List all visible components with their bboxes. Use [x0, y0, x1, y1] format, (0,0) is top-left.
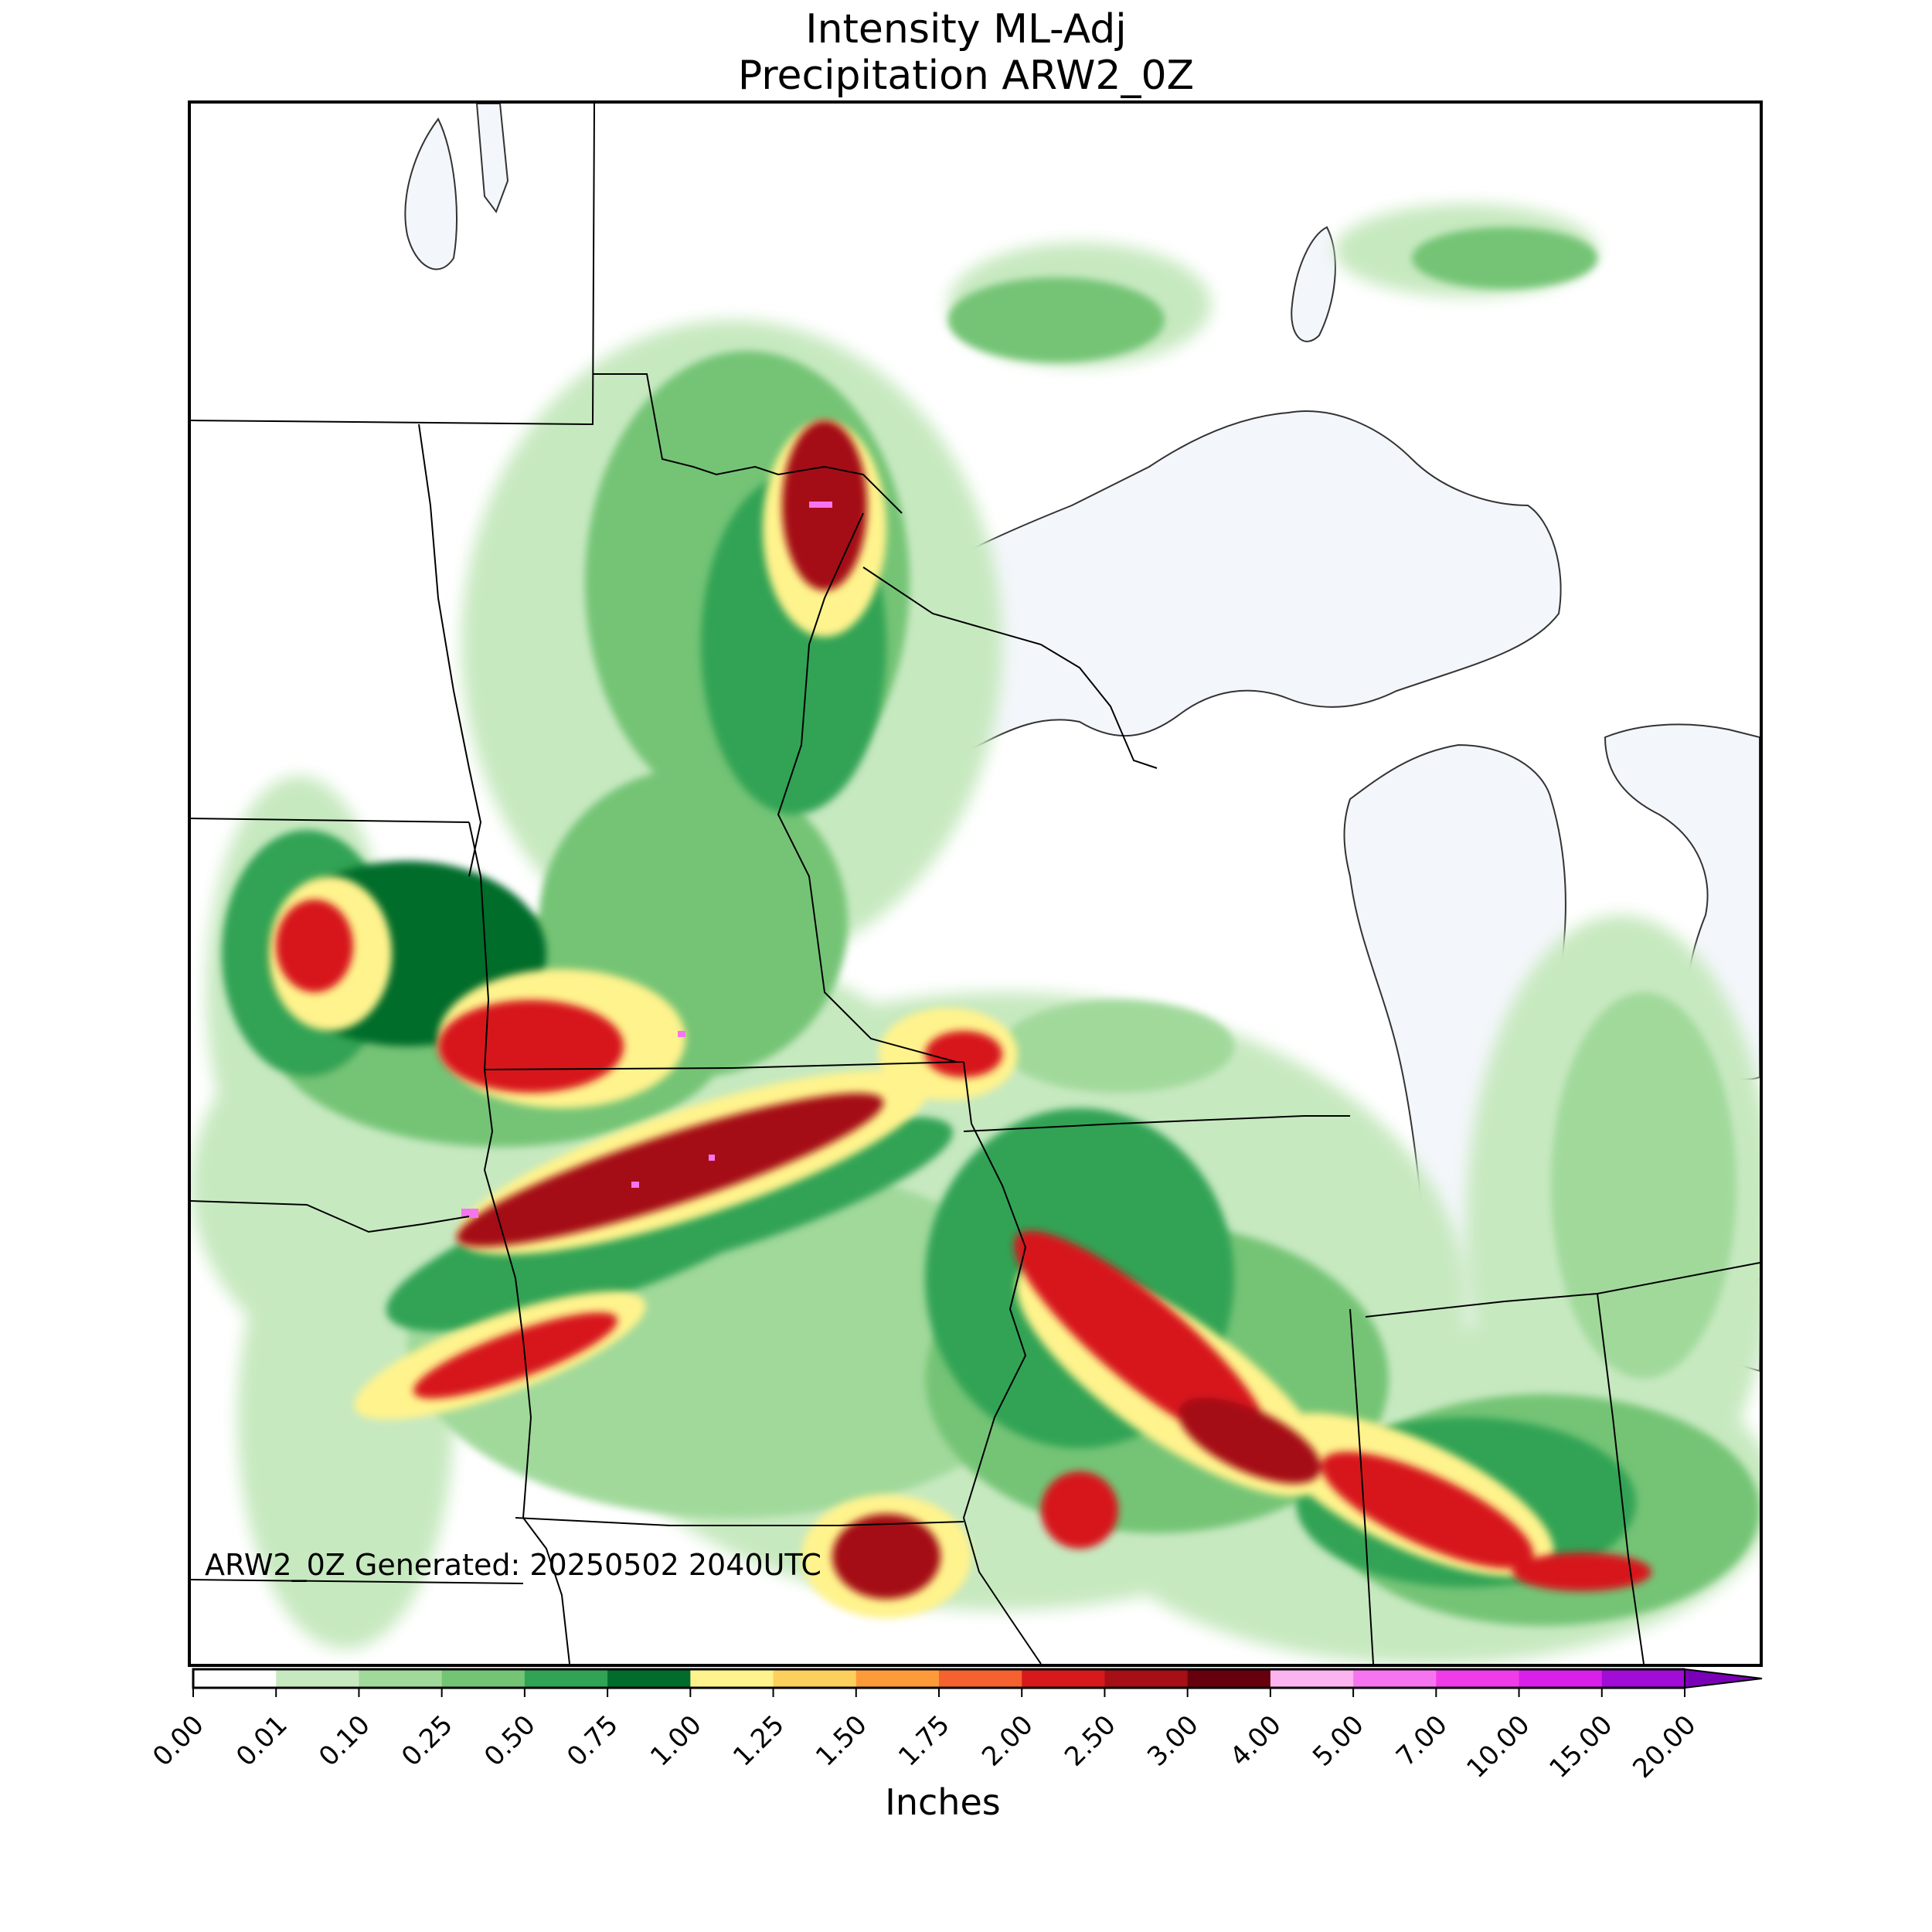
colorbar-tick-label: 10.00: [1461, 1709, 1536, 1784]
colorbar-tick-label: 20.00: [1627, 1709, 1702, 1784]
chart-title: Intensity ML-Adj Precipitation ARW2_0Z: [0, 6, 1932, 99]
colorbar-outline: [192, 1668, 1685, 1689]
colorbar-tick-label: 5.00: [1307, 1709, 1371, 1773]
border-wi-il: [963, 1115, 1350, 1132]
lake-winnipeg-area: [404, 117, 457, 270]
colorbar-tick-label: 0.75: [561, 1709, 625, 1773]
map-canvas: [191, 104, 1760, 1664]
colorbar-segment: [441, 1669, 526, 1688]
colorbar-segment: [524, 1669, 608, 1688]
border-sd-mn: [468, 821, 490, 1070]
border-ks-mo: [522, 1517, 570, 1664]
border-canada-us: [593, 373, 903, 514]
colorbar-tick-label: 0.01: [230, 1709, 294, 1773]
precipitation-map: [188, 100, 1763, 1667]
precip-layer-magenta: [461, 502, 832, 1218]
border-canada-us-west: [191, 104, 595, 426]
border-ne-ks: [191, 1579, 524, 1584]
colorbar-tick-label: 2.00: [975, 1709, 1039, 1773]
colorbar-tick-label: 3.00: [1141, 1709, 1205, 1773]
colorbar-segment: [1519, 1669, 1603, 1688]
colorbar-tick-label: 2.50: [1058, 1709, 1122, 1773]
colorbar-segment: [690, 1669, 774, 1688]
colorbar-segment: [607, 1669, 691, 1688]
title-line-1: Intensity ML-Adj: [805, 6, 1127, 53]
colorbar-tick-label: 0.25: [395, 1709, 459, 1773]
colorbar-segment: [939, 1669, 1022, 1688]
border-in-oh: [1597, 1293, 1645, 1664]
colorbar-segment: [1022, 1669, 1105, 1688]
colorbar-tick-label: 0.10: [312, 1709, 376, 1773]
border-iowa-missouri: [515, 1517, 964, 1526]
colorbar-extend-arrow: [1684, 1668, 1763, 1689]
colorbar-segment: [773, 1669, 857, 1688]
colorbar-unit-label: Inches: [885, 1781, 1001, 1823]
border-mississippi: [962, 1061, 1042, 1664]
colorbar-segment: [1436, 1669, 1520, 1688]
colorbar-tick-label: 4.00: [1224, 1709, 1288, 1773]
colorbar-segment: [359, 1669, 443, 1688]
border-sd-ne: [191, 1200, 470, 1233]
border-il-in: [1349, 1308, 1374, 1664]
political-borders: [191, 104, 1760, 1664]
lake-superior: [869, 410, 1562, 753]
colorbar-segment: [276, 1669, 359, 1688]
colorbar-segment: [1187, 1669, 1271, 1688]
colorbar-tick-label: 7.00: [1389, 1709, 1454, 1773]
colorbar-tick-label: 15.00: [1543, 1709, 1619, 1784]
colorbar-tick-label: 1.25: [726, 1709, 791, 1773]
colorbar-segment: [1270, 1669, 1354, 1688]
colorbar-tick-label: 1.75: [893, 1709, 957, 1773]
border-south-dakota-north: [191, 818, 470, 823]
title-line-2: Precipitation ARW2_0Z: [737, 53, 1195, 99]
colorbar-segment: [1104, 1669, 1189, 1688]
colorbar-segment: [855, 1669, 940, 1688]
border-mi-in-oh: [1365, 1262, 1760, 1318]
colorbar-segment: [193, 1669, 277, 1688]
border-wi-mn: [777, 512, 957, 1063]
colorbar-segment: [1353, 1669, 1437, 1688]
colorbar-tick-label: 0.50: [478, 1709, 543, 1773]
northern-lake: [1291, 226, 1336, 342]
generated-timestamp: ARW2_0Z Generated: 20250502 2040UTC: [205, 1548, 821, 1582]
border-north-dakota-minnesota: [418, 423, 482, 877]
border-iowa-west: [483, 1069, 532, 1519]
colorbar-tick-label: 1.00: [644, 1709, 708, 1773]
colorbar-tick-label: 0.00: [147, 1709, 211, 1773]
border-iowa-north: [484, 1061, 964, 1070]
northern-lake-2: [475, 104, 509, 214]
border-wi-mi-upper: [862, 566, 1158, 769]
colorbar-segment: [1601, 1669, 1685, 1688]
colorbar-tick-label: 1.50: [810, 1709, 873, 1773]
